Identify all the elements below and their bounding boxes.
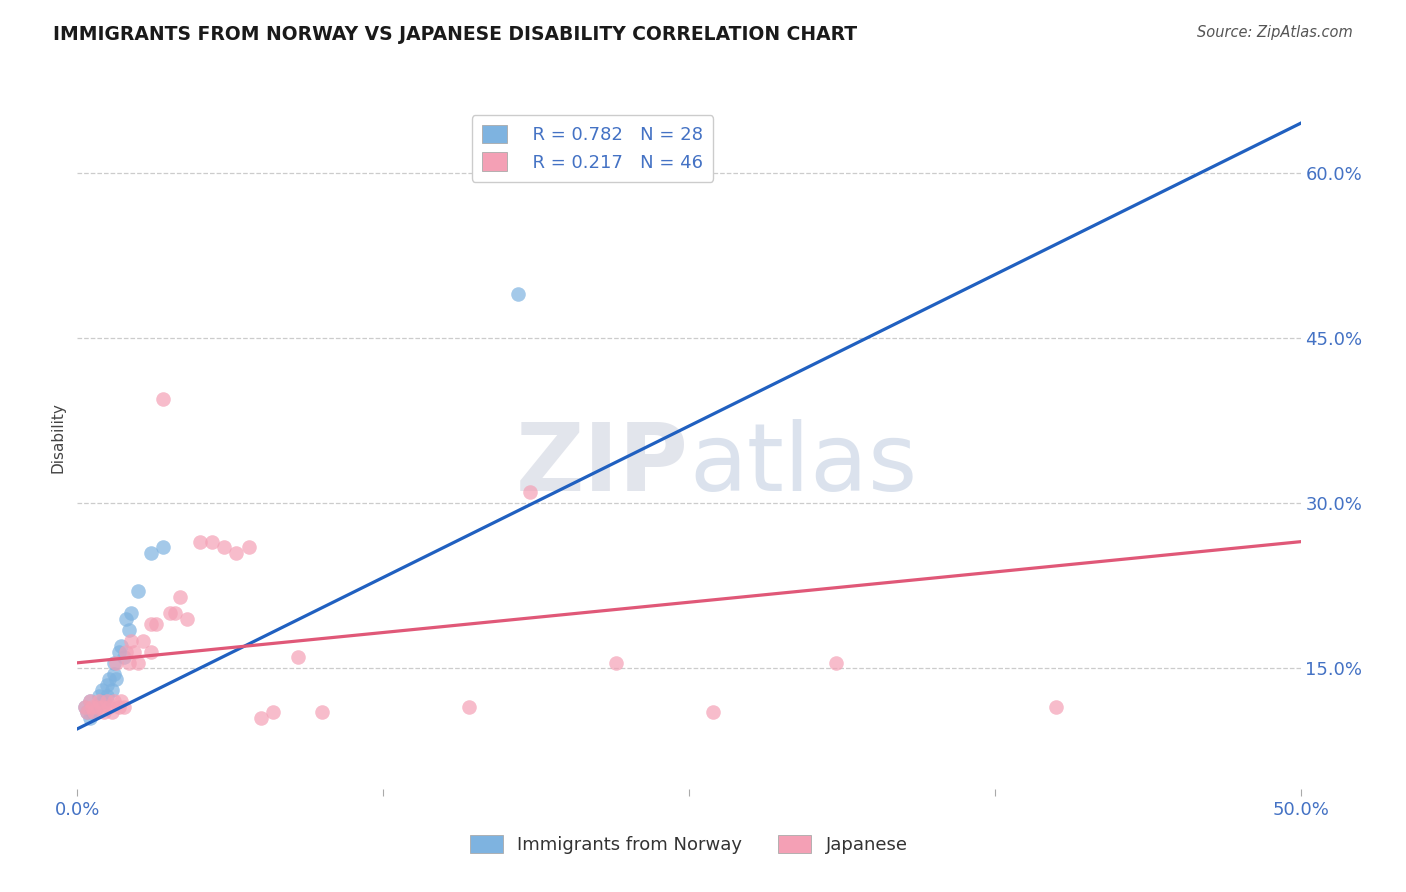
Point (152, 392, 174, 406)
Text: Source: ZipAtlas.com: Source: ZipAtlas.com (1197, 25, 1353, 40)
Point (127, 584, 149, 599)
Point (79, 694, 101, 708)
Point (139, 617, 162, 632)
Point (212, 540, 235, 554)
Point (96, 689, 118, 703)
Point (103, 656, 125, 670)
Point (103, 666, 125, 681)
Point (76, 706, 98, 720)
Point (605, 656, 627, 670)
Point (262, 706, 284, 720)
Point (110, 640, 132, 654)
Point (519, 485, 541, 500)
Point (83, 706, 105, 720)
Point (80, 706, 103, 720)
Point (79, 711, 101, 725)
Point (76, 706, 98, 720)
Point (80, 699, 103, 714)
Point (225, 546, 247, 560)
Point (93, 706, 115, 720)
Point (83, 706, 105, 720)
Point (176, 612, 198, 626)
Point (98, 673, 121, 687)
Point (287, 650, 309, 665)
Point (105, 656, 128, 670)
Point (86, 699, 108, 714)
Point (127, 656, 149, 670)
Legend: Immigrants from Norway, Japanese: Immigrants from Norway, Japanese (463, 828, 915, 862)
Point (139, 645, 162, 659)
Point (152, 540, 174, 554)
Point (506, 287, 529, 301)
Point (169, 590, 191, 604)
Point (112, 699, 135, 714)
Point (120, 607, 142, 621)
Point (112, 650, 135, 665)
Point (73, 699, 96, 714)
Point (98, 699, 121, 714)
Text: atlas: atlas (689, 419, 917, 511)
Point (201, 534, 224, 549)
Point (108, 645, 131, 659)
Point (115, 645, 138, 659)
Point (238, 540, 260, 554)
Point (89, 694, 111, 708)
Point (110, 694, 132, 708)
Point (139, 546, 162, 560)
Point (132, 633, 155, 648)
Point (115, 612, 138, 626)
Point (86, 699, 108, 714)
Point (79, 694, 101, 708)
Point (1045, 699, 1067, 714)
Point (145, 617, 167, 632)
Point (89, 689, 111, 703)
Point (311, 706, 333, 720)
Y-axis label: Disability: Disability (51, 401, 66, 473)
Point (118, 623, 141, 637)
Point (73, 699, 96, 714)
Point (90, 694, 112, 708)
Point (100, 706, 122, 720)
Point (824, 656, 846, 670)
Point (90, 699, 112, 714)
Text: ZIP: ZIP (516, 419, 689, 511)
Point (103, 694, 125, 708)
Point (108, 699, 131, 714)
Point (105, 673, 128, 687)
Point (159, 607, 181, 621)
Point (457, 699, 479, 714)
Point (118, 656, 141, 670)
Point (93, 694, 115, 708)
Point (100, 683, 122, 698)
Point (96, 694, 118, 708)
Point (122, 645, 145, 659)
Point (96, 678, 118, 692)
Point (120, 633, 142, 648)
Point (250, 711, 273, 725)
Text: IMMIGRANTS FROM NORWAY VS JAPANESE DISABILITY CORRELATION CHART: IMMIGRANTS FROM NORWAY VS JAPANESE DISAB… (53, 25, 858, 44)
Point (702, 706, 724, 720)
Point (90, 683, 112, 698)
Point (165, 607, 187, 621)
Point (188, 534, 211, 549)
